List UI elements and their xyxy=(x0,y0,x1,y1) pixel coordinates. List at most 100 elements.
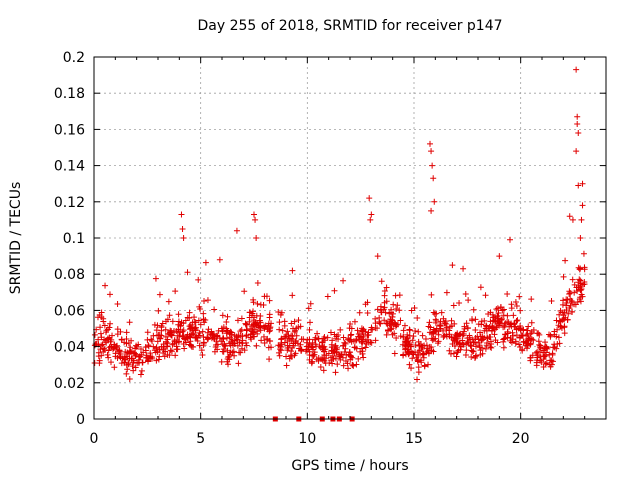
y-tick-label: 0.2 xyxy=(63,50,85,66)
data-point xyxy=(339,354,346,361)
data-point xyxy=(314,330,321,337)
data-point xyxy=(233,336,240,343)
data-point xyxy=(459,337,466,344)
data-point xyxy=(169,318,176,325)
data-point xyxy=(142,344,149,351)
data-point xyxy=(137,346,144,353)
data-point xyxy=(153,327,160,334)
data-point xyxy=(319,356,326,363)
data-point xyxy=(341,339,348,346)
data-point xyxy=(337,353,344,360)
data-point xyxy=(332,369,339,376)
data-point xyxy=(276,326,283,333)
data-point xyxy=(250,299,257,306)
data-point xyxy=(474,333,481,340)
data-point xyxy=(577,294,584,301)
data-point xyxy=(555,334,562,341)
chart-title: Day 255 of 2018, SRMTID for receiver p14… xyxy=(197,18,502,34)
data-point xyxy=(91,342,98,349)
data-point xyxy=(504,312,511,319)
data-point xyxy=(158,343,165,350)
data-point xyxy=(440,334,447,341)
data-point xyxy=(226,356,233,363)
data-point xyxy=(472,343,479,350)
data-point-spike xyxy=(179,225,186,232)
data-point xyxy=(541,353,548,360)
data-point xyxy=(223,318,230,325)
data-point xyxy=(415,369,422,376)
data-point xyxy=(333,335,340,342)
data-point xyxy=(224,327,231,334)
data-point xyxy=(494,339,501,346)
data-point xyxy=(137,353,144,360)
data-point xyxy=(542,361,549,368)
data-point xyxy=(360,354,367,361)
data-point xyxy=(155,307,162,314)
data-point xyxy=(172,352,179,359)
data-point xyxy=(465,339,472,346)
data-point xyxy=(470,306,477,313)
data-point xyxy=(384,327,391,334)
data-point xyxy=(237,333,244,340)
data-point xyxy=(107,359,114,366)
data-point xyxy=(103,339,110,346)
data-point xyxy=(330,356,337,363)
data-point xyxy=(450,302,457,309)
data-point xyxy=(288,348,295,355)
data-point-spike xyxy=(449,262,456,269)
data-point xyxy=(482,345,489,352)
data-point xyxy=(306,319,313,326)
data-point xyxy=(516,334,523,341)
data-point xyxy=(415,364,422,371)
data-point xyxy=(381,292,388,299)
data-point xyxy=(138,367,145,374)
data-point xyxy=(374,325,381,332)
data-point xyxy=(165,298,172,305)
data-point xyxy=(512,298,519,305)
data-point xyxy=(433,327,440,334)
data-point xyxy=(104,351,111,358)
data-point-spike xyxy=(428,207,435,214)
data-point xyxy=(195,276,202,283)
data-point xyxy=(126,376,133,383)
data-point xyxy=(236,339,243,346)
data-point xyxy=(164,316,171,323)
data-point xyxy=(500,306,507,313)
data-point xyxy=(227,334,234,341)
data-point xyxy=(422,336,429,343)
data-point xyxy=(409,337,416,344)
data-point-spike xyxy=(253,235,260,241)
data-point xyxy=(523,332,530,339)
data-point xyxy=(529,352,536,359)
data-point xyxy=(362,301,369,308)
data-point xyxy=(345,365,352,372)
data-point-spike xyxy=(429,162,436,169)
data-point xyxy=(479,336,486,343)
data-point xyxy=(548,298,555,305)
data-point xyxy=(184,269,191,276)
data-point xyxy=(252,319,259,326)
data-point xyxy=(374,306,381,313)
data-points xyxy=(91,66,588,422)
data-point xyxy=(551,341,558,348)
data-point xyxy=(406,348,413,355)
data-point xyxy=(177,322,184,329)
data-point xyxy=(199,351,206,358)
data-point xyxy=(309,339,316,346)
data-point xyxy=(267,338,274,345)
data-point xyxy=(428,291,435,298)
data-point xyxy=(372,315,379,322)
data-point xyxy=(251,326,258,333)
data-point xyxy=(450,350,457,357)
data-point-spike xyxy=(428,148,435,155)
data-point-spike xyxy=(507,236,513,243)
data-point xyxy=(209,333,216,340)
data-point xyxy=(437,325,444,332)
data-point xyxy=(487,309,494,316)
data-point xyxy=(569,299,576,306)
data-point xyxy=(275,342,282,349)
data-point xyxy=(537,357,544,364)
data-point xyxy=(453,331,460,338)
data-point xyxy=(156,335,163,342)
data-point xyxy=(408,307,415,314)
